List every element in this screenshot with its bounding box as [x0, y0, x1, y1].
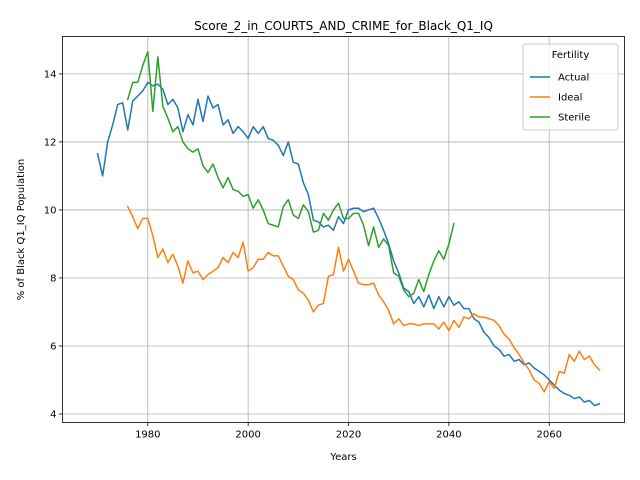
x-axis-label: Years	[329, 452, 356, 463]
y-tick-label: 14	[44, 69, 57, 80]
y-tick-label: 8	[50, 273, 56, 284]
series-line-sterile	[126, 51, 455, 298]
chart-title: Score_2_in_COURTS_AND_CRIME_for_Black_Q1…	[194, 19, 493, 33]
x-tick-label: 2000	[235, 430, 260, 441]
x-tick-label: 1980	[135, 430, 160, 441]
series-layer	[96, 51, 601, 407]
y-tick-label: 6	[50, 341, 56, 352]
x-tick-label: 2020	[336, 430, 361, 441]
series-line-ideal	[126, 205, 601, 393]
x-tick-label: 2060	[537, 430, 562, 441]
y-axis-label: % of Black Q1_IQ Population	[16, 159, 27, 301]
legend-title: Fertility	[552, 50, 590, 61]
legend-label-ideal: Ideal	[558, 93, 582, 104]
series-line-actual	[96, 81, 601, 407]
legend-label-sterile: Sterile	[558, 113, 590, 124]
legend: Fertility Actual Ideal Sterile	[522, 43, 619, 131]
y-tick-label: 10	[44, 205, 57, 216]
x-tick-label: 2040	[436, 430, 461, 441]
legend-box	[522, 43, 619, 131]
y-tick-label: 4	[50, 409, 56, 420]
legend-label-actual: Actual	[558, 73, 589, 84]
tick-layer: 1980 2000 2020 2040 2060 4 6 8 10 12 14	[44, 69, 562, 440]
y-tick-label: 12	[44, 137, 57, 148]
legend-entries: Actual Ideal Sterile	[530, 73, 590, 124]
plot-frame	[62, 36, 625, 423]
